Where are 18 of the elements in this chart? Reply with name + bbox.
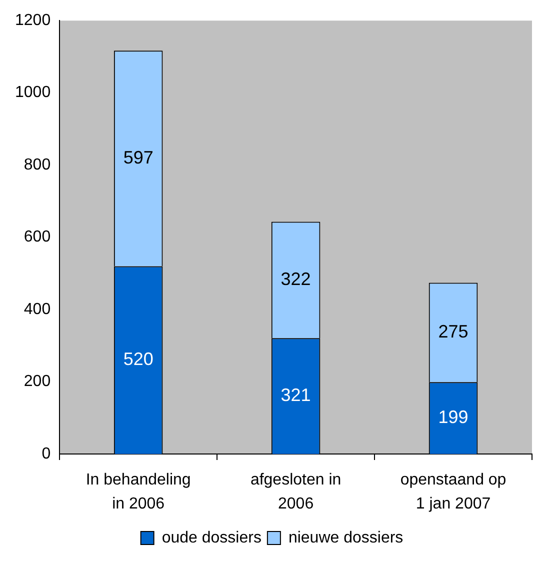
y-tick-label: 200	[24, 373, 51, 390]
data-label: 275	[438, 321, 468, 342]
legend-label: oude dossiers	[162, 529, 262, 546]
legend-label: nieuwe dossiers	[288, 529, 404, 546]
x-tick-label: In behandeling in 2006	[86, 471, 191, 512]
x-tick-label: openstaand op 1 jan 2007	[400, 471, 506, 512]
x-tick-label: afgesloten in 2006	[250, 471, 342, 512]
data-label: 322	[280, 268, 311, 289]
y-tick-label: 1200	[15, 12, 51, 30]
y-tick-label: 400	[24, 300, 51, 318]
data-label: 199	[438, 407, 468, 428]
y-tick-label: 1000	[15, 84, 51, 102]
y-tick-label: 0	[42, 445, 51, 462]
data-label: 597	[123, 147, 154, 168]
data-label: 321	[280, 385, 311, 405]
y-tick-label: 800	[24, 156, 51, 174]
y-tick-label: 600	[24, 228, 51, 246]
data-label: 520	[123, 349, 154, 370]
